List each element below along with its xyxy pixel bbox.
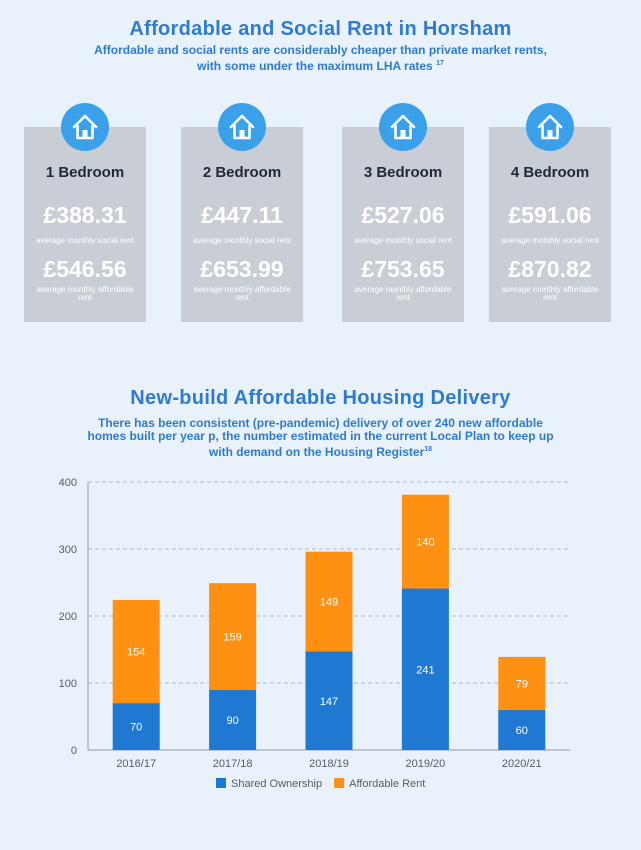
data-label: 90 bbox=[226, 715, 238, 727]
bar-affordable-rent bbox=[498, 656, 546, 710]
data-label: 154 bbox=[127, 647, 145, 659]
x-tick-label: 2019/20 bbox=[406, 758, 446, 770]
legend-label: Shared Ownership bbox=[231, 778, 322, 790]
stacked-bar-chart: 0 100 200 300 400 70 154 2016/17 90 159 2017/18 147… bbox=[59, 477, 570, 790]
data-label: 241 bbox=[416, 664, 434, 676]
social-rent-label: average monthly social rent bbox=[501, 236, 599, 245]
social-rent-value: £527.06 bbox=[361, 202, 445, 228]
legend-swatch bbox=[216, 778, 226, 788]
social-rent-label: average monthly social rent bbox=[36, 236, 134, 245]
social-rent-label: average monthly social rent bbox=[193, 236, 291, 245]
rents-subtitle: Affordable and social rents are consider… bbox=[60, 44, 581, 73]
x-tick-label: 2017/18 bbox=[213, 758, 253, 770]
rent-card-1-bedroom: 1 Bedroom £388.31 average monthly social… bbox=[24, 103, 146, 322]
bar-shared-ownership bbox=[112, 703, 160, 750]
data-label: 147 bbox=[320, 696, 338, 708]
affordable-rent-label: average monthly affordable rent bbox=[193, 285, 291, 302]
rent-card-2-bedroom: 2 Bedroom £447.11 average monthly social… bbox=[181, 103, 303, 322]
delivery-subtitle: There has been consistent (pre-pandemic)… bbox=[60, 417, 581, 459]
data-label: 159 bbox=[223, 631, 241, 643]
delivery-subtitle-line3: with demand on the Housing Register bbox=[208, 445, 425, 459]
bar-affordable-rent bbox=[209, 583, 257, 690]
y-tick-label: 200 bbox=[59, 611, 77, 623]
delivery-footnote-ref: 18 bbox=[424, 446, 433, 453]
rent-card-4-bedroom: 4 Bedroom £591.06 average monthly social… bbox=[489, 103, 611, 322]
affordable-rent-label: average monthly affordable rent bbox=[501, 285, 599, 302]
y-tick-label: 100 bbox=[59, 678, 77, 690]
data-label: 140 bbox=[416, 537, 434, 549]
social-rent-label: average monthly social rent bbox=[354, 236, 452, 245]
rents-title: Affordable and Social Rent in Horsham bbox=[129, 18, 512, 40]
legend-label: Affordable Rent bbox=[349, 778, 425, 790]
affordable-rent-value: £546.56 bbox=[43, 256, 127, 282]
bar-shared-ownership bbox=[305, 651, 353, 750]
card-title: 3 Bedroom bbox=[363, 164, 443, 181]
bar-shared-ownership bbox=[498, 709, 546, 750]
card-title: 2 Bedroom bbox=[202, 164, 282, 181]
house-icon bbox=[218, 103, 266, 151]
bar-affordable-rent bbox=[401, 494, 449, 589]
delivery-title: New-build Affordable Housing Delivery bbox=[130, 387, 511, 409]
social-rent-value: £388.31 bbox=[43, 202, 127, 228]
rents-footnote-ref: 17 bbox=[436, 60, 444, 67]
affordable-rent-label: average monthly affordable rent bbox=[36, 285, 134, 302]
legend-swatch bbox=[334, 778, 345, 788]
bar-affordable-rent bbox=[305, 551, 353, 652]
house-icon bbox=[526, 103, 574, 151]
affordable-rent-value: £753.65 bbox=[361, 256, 445, 282]
rent-card-3-bedroom: 3 Bedroom £527.06 average monthly social… bbox=[342, 103, 464, 322]
house-icon bbox=[379, 103, 427, 151]
delivery-subtitle-line1: There has been consistent (pre-pandemic)… bbox=[98, 416, 543, 430]
delivery-subtitle-line2: homes built per year p, the number estim… bbox=[87, 429, 554, 443]
x-tick-label: 2018/19 bbox=[309, 758, 349, 770]
y-tick-label: 0 bbox=[71, 745, 77, 757]
social-rent-value: £447.11 bbox=[201, 202, 283, 228]
affordable-rent-value: £653.99 bbox=[200, 256, 284, 282]
card-title: 1 Bedroom bbox=[45, 164, 125, 181]
rents-subtitle-line1: Affordable and social rents are consider… bbox=[94, 43, 547, 57]
rents-subtitle-line2: with some under the maximum LHA rates bbox=[197, 59, 433, 73]
bar-affordable-rent bbox=[112, 599, 160, 704]
data-label: 79 bbox=[516, 678, 528, 690]
data-label: 149 bbox=[320, 597, 338, 609]
data-label: 70 bbox=[130, 722, 142, 734]
house-icon bbox=[61, 103, 109, 151]
affordable-rent-label: average monthly affordable rent bbox=[354, 285, 452, 302]
data-label: 60 bbox=[516, 725, 528, 737]
card-title: 4 Bedroom bbox=[510, 164, 590, 181]
x-tick-label: 2020/21 bbox=[502, 758, 542, 770]
affordable-rent-value: £870.82 bbox=[508, 256, 592, 282]
y-tick-label: 400 bbox=[59, 477, 77, 489]
bar-shared-ownership bbox=[401, 588, 449, 750]
social-rent-value: £591.06 bbox=[508, 202, 592, 228]
y-tick-label: 300 bbox=[59, 544, 77, 556]
x-tick-label: 2016/17 bbox=[116, 758, 156, 770]
bar-shared-ownership bbox=[209, 689, 257, 750]
